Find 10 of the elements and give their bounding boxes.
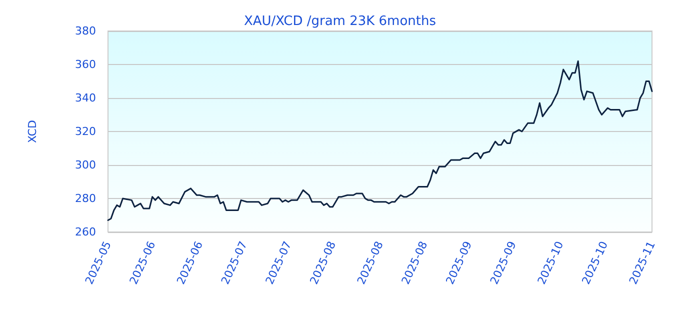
- y-tick-label: 300: [75, 158, 96, 172]
- y-tick-label: 340: [75, 92, 96, 104]
- y-tick-label: 320: [75, 125, 96, 138]
- line-series: [107, 60, 653, 222]
- y-tick-label: 380: [75, 24, 96, 38]
- y-tick-label: 260: [75, 226, 96, 238]
- y-axis-title: XCD: [26, 120, 39, 143]
- y-tick-label: 360: [75, 58, 96, 71]
- chart-title: XAU/XCD /gram 23K 6months: [244, 14, 436, 29]
- y-tick-label: 280: [75, 192, 96, 205]
